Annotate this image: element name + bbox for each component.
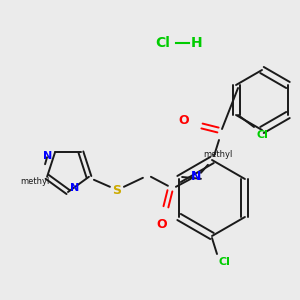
- Text: Cl: Cl: [218, 257, 230, 267]
- Text: N: N: [191, 170, 201, 183]
- Text: O: O: [179, 113, 189, 127]
- Text: H: H: [191, 36, 203, 50]
- Text: Cl: Cl: [256, 130, 268, 140]
- Text: Cl: Cl: [156, 36, 170, 50]
- Text: O: O: [157, 218, 167, 231]
- Text: N: N: [70, 183, 80, 193]
- Text: methyl: methyl: [20, 177, 50, 186]
- Text: S: S: [112, 184, 122, 197]
- Text: N: N: [44, 151, 53, 161]
- Text: methyl: methyl: [203, 150, 232, 159]
